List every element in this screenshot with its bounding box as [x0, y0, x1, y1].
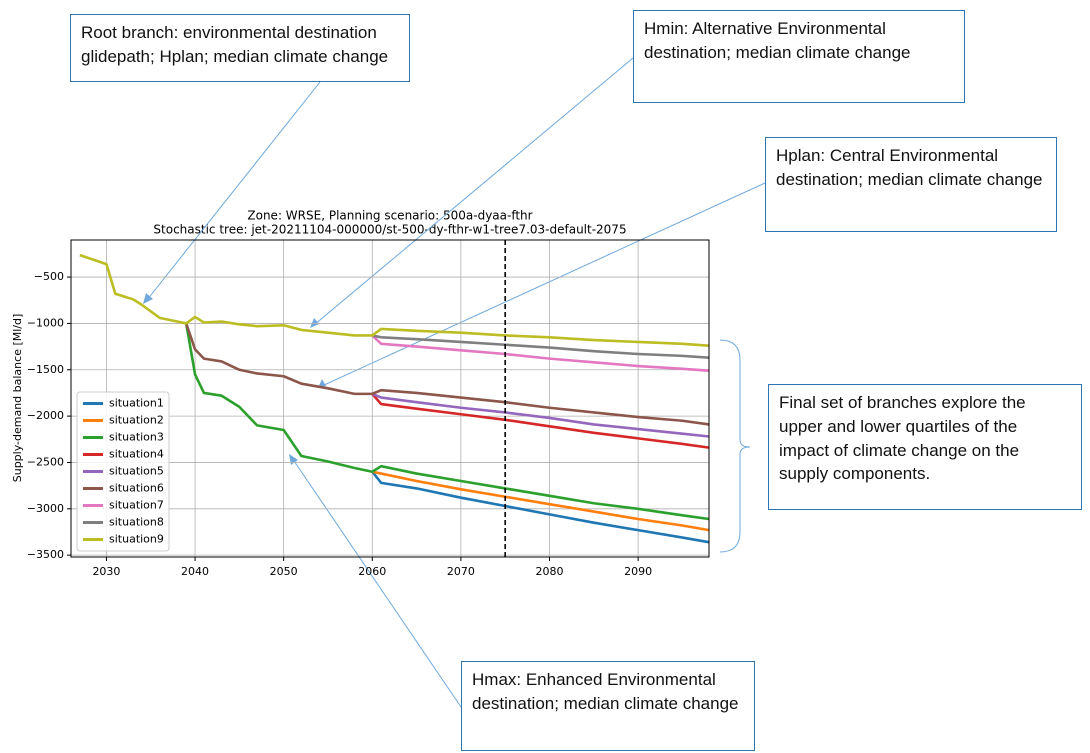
annotation: Final set of branches explore the upper … [768, 384, 1082, 510]
annotation: Hplan: Central Environmental destination… [765, 137, 1057, 232]
annotation: Root branch: environmental destination g… [70, 14, 410, 82]
y-tick-label: −2500 [27, 455, 64, 468]
series-line [371, 393, 710, 449]
x-tick-label: 2050 [270, 565, 298, 578]
legend-label: situation8 [109, 516, 164, 529]
y-tick-label: −1000 [27, 316, 64, 329]
chart-subtitle: Stochastic tree: jet-20211104-000000/st-… [153, 223, 626, 237]
series-line [371, 334, 710, 372]
legend-label: situation6 [109, 482, 164, 495]
legend-label: situation1 [109, 397, 164, 410]
y-tick-label: −2000 [27, 409, 64, 422]
series-line [184, 323, 710, 521]
annotation: Hmax: Enhanced Environmental destination… [461, 661, 755, 751]
y-tick-label: −3000 [27, 502, 64, 515]
chart-title: Zone: WRSE, Planning scenario: 500a-dyaa… [247, 209, 532, 223]
legend-label: situation3 [109, 431, 164, 444]
x-tick-label: 2060 [358, 565, 386, 578]
legend-label: situation9 [109, 533, 164, 546]
legend-label: situation7 [109, 499, 164, 512]
y-tick-label: −500 [34, 270, 64, 283]
y-tick-label: −1500 [27, 363, 64, 376]
annotation: Hmin: Alternative Environmental destinat… [633, 10, 965, 103]
x-tick-label: 2070 [447, 565, 475, 578]
x-tick-label: 2090 [624, 565, 652, 578]
series-line [79, 253, 710, 347]
x-tick-label: 2080 [536, 565, 564, 578]
x-tick-label: 2040 [181, 565, 209, 578]
series-line [372, 334, 710, 360]
legend-label: situation4 [109, 448, 164, 461]
x-tick-label: 2030 [92, 565, 120, 578]
series-line [184, 323, 710, 426]
series-line [372, 470, 710, 532]
y-tick-label: −3500 [27, 548, 64, 561]
callout-arrows [146, 57, 766, 708]
series-line [371, 470, 710, 544]
legend-label: situation2 [109, 414, 164, 427]
legend-box [76, 391, 170, 552]
series-line [371, 392, 710, 438]
plot-frame [70, 239, 710, 558]
legend-label: situation5 [109, 465, 164, 478]
y-axis-label: Supply-demand balance [Ml/d] [11, 314, 24, 483]
